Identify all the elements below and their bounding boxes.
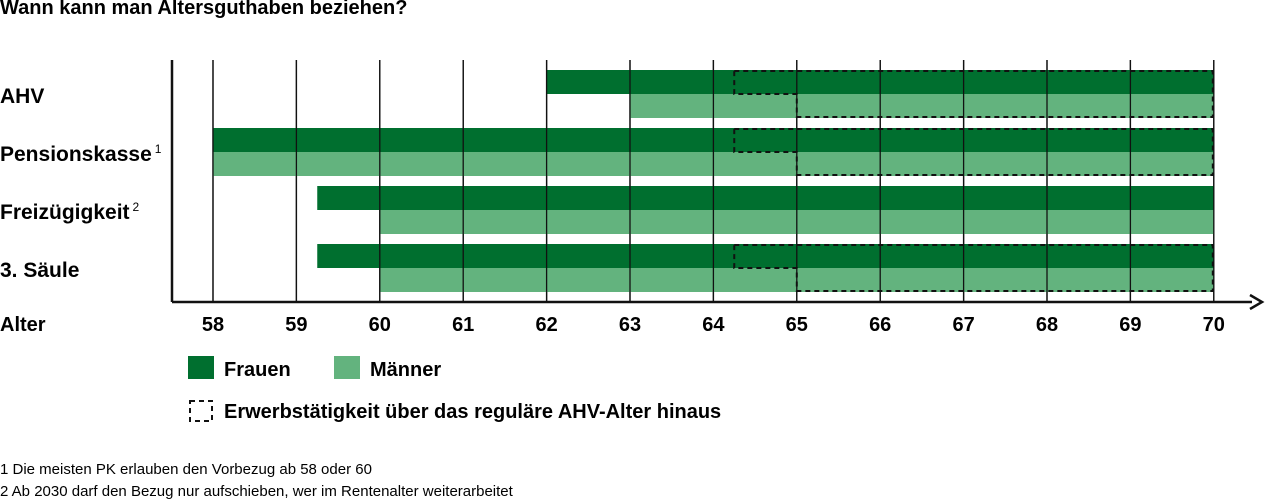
legend-swatch-dashed [189,400,213,422]
category-label-2: Pensionskasse 1 [0,142,162,166]
x-tick-label: 58 [202,314,224,336]
legend: Frauen Männer Erwerbstätigkeit über das … [188,356,721,423]
x-axis-arrow-icon [1249,293,1265,311]
x-tick-label: 61 [452,314,474,336]
x-tick-label: 66 [869,314,891,336]
x-tick-labels: 58 59 60 61 62 63 64 65 66 67 68 69 70 [202,314,1225,336]
x-tick-label: 70 [1203,314,1225,336]
footnote-marker: 1 [155,142,162,156]
legend-label-frauen: Frauen [224,359,291,381]
legend-swatch-maenner [334,356,360,379]
x-tick-label: 69 [1119,314,1141,336]
footnote-1: 1 Die meisten PK erlauben den Vorbezug a… [0,461,372,478]
footnote-2: 2 Ab 2030 darf den Bezug nur aufschieben… [0,483,514,500]
category-label-3: Freizügigkeit 2 [0,200,140,224]
x-tick-label: 64 [702,314,725,336]
x-tick-label: 59 [285,314,307,336]
legend-swatch-frauen [188,356,214,379]
dashed-outline-1 [733,70,1214,118]
category-label-4: 3. Säule [0,259,79,282]
bar-frauen-3 [317,186,1214,210]
chart-title: Wann kann man Altersguthaben beziehen? [0,0,407,19]
x-tick-label: 67 [952,314,974,336]
x-tick-label: 65 [786,314,808,336]
x-tick-label: 68 [1036,314,1058,336]
dashed-outline-2 [733,128,1214,176]
bar-männer-1 [630,94,1214,118]
dashed-outline-layer [212,60,1215,302]
footnote-marker: 2 [133,200,140,214]
x-tick-label: 63 [619,314,641,336]
legend-label-dashed: Erwerbstätigkeit über das reguläre AHV-A… [224,401,721,423]
x-tick-label: 60 [369,314,391,336]
dashed-outline-4 [733,244,1214,292]
x-axis-label: Alter [0,314,46,336]
category-labels: AHV Pensionskasse 1 Freizügigkeit 2 3. Säule [0,85,162,282]
category-label-1: AHV [0,85,44,108]
x-tick-label: 62 [535,314,557,336]
bar-frauen-4 [317,244,1214,268]
legend-label-maenner: Männer [370,359,441,381]
